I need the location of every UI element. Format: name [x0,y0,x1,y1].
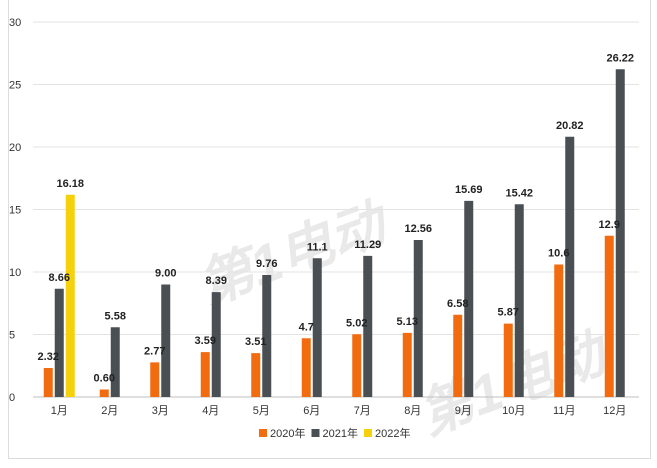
bar-2020年-3月 [150,362,160,397]
data-label: 10.6 [548,248,569,260]
data-label: 15.42 [505,187,533,199]
data-label: 5.02 [346,317,367,329]
x-axis-ticks: 1月 2月 3月 4月 5月 6月 7月 8月 9月 10月 11月 12月 [51,405,627,417]
y-tick-label: 30 [9,17,21,29]
data-label: 11.29 [354,239,381,251]
data-label: 26.22 [606,52,634,64]
y-tick-label: 10 [9,267,21,279]
data-label: 9.00 [155,268,176,280]
bar-2020年-9月 [453,314,463,397]
data-label: 5.13 [397,316,418,328]
y-tick-label: 0 [9,392,15,404]
bar-2020年-6月 [301,338,311,397]
data-label: 3.59 [195,335,216,347]
data-label: 5.87 [498,307,519,319]
bar-2020年-11月 [554,264,564,397]
legend-swatch [311,429,320,437]
data-label: 11.1 [307,241,328,253]
x-tick-label: 5月 [253,405,270,417]
bar-2021年-11月 [565,136,575,397]
x-tick-label: 3月 [152,405,169,417]
y-tick-label: 15 [9,205,21,217]
x-tick-label: 7月 [354,405,371,417]
bar-2021年-10月 [514,204,524,397]
bar-2021年-1月 [54,288,64,397]
data-label: 12.56 [404,223,432,235]
legend-label: 2022年 [375,426,410,440]
data-labels: 2.32 8.66 16.18 0.60 5.58 2.77 9.00 3.59 8.39 3.5… [38,52,634,384]
bar-2021年-12月 [615,69,625,397]
bar-2021年-3月 [161,284,171,397]
bar-2021年-5月 [262,275,272,397]
data-label: 5.58 [105,310,126,322]
y-tick-label: 5 [9,330,15,342]
data-label: 20.82 [556,120,584,132]
bar-2020年-10月 [503,323,513,397]
bar-2020年-2月 [99,389,109,397]
y-tick-label: 25 [9,80,21,92]
gridlines [33,21,639,398]
data-label: 4.7 [299,321,314,333]
data-label: 9.76 [256,258,277,270]
x-tick-label: 10月 [502,405,525,417]
bar-2020年-8月 [402,332,412,397]
bar-2021年-2月 [110,327,120,397]
bars [43,69,625,397]
x-tick-label: 1月 [51,405,68,417]
data-label: 16.18 [56,178,84,190]
data-label: 12.9 [599,219,620,231]
data-label: 15.69 [455,184,483,196]
bar-2021年-6月 [312,258,322,397]
bar-2021年-8月 [413,240,423,397]
x-tick-label: 9月 [455,405,472,417]
x-tick-label: 12月 [603,405,626,417]
data-label: 3.51 [245,336,266,348]
x-tick-label: 4月 [202,405,219,417]
bar-2021年-9月 [464,200,474,397]
bar-2020年-4月 [200,352,210,397]
x-tick-label: 11月 [553,405,575,417]
legend-swatch [363,429,372,437]
bar-2020年-12月 [604,235,614,397]
data-label: 8.66 [49,272,70,284]
bar-2021年-4月 [211,292,221,397]
data-label: 8.39 [206,275,227,287]
bar-2022年-1月 [65,194,75,397]
y-axis-ticks: 0 5 10 15 20 25 30 [9,17,21,404]
bar-2021年-7月 [363,255,373,397]
data-label: 2.32 [38,351,59,363]
data-label: 2.77 [144,345,165,357]
legend-label: 2020年 [270,426,305,440]
data-label: 6.58 [447,298,468,310]
legend: 2020年 2021年 2022年 [259,426,410,440]
legend-label: 2021年 [322,426,357,440]
data-label: 0.60 [94,373,115,385]
bar-2020年-1月 [43,368,53,397]
x-tick-label: 2月 [101,405,118,417]
bar-2020年-5月 [251,353,261,397]
y-tick-label: 20 [9,142,21,154]
bar-2020年-7月 [352,334,362,397]
x-tick-label: 6月 [303,405,320,417]
x-tick-label: 8月 [404,405,421,417]
legend-swatch [259,429,267,437]
